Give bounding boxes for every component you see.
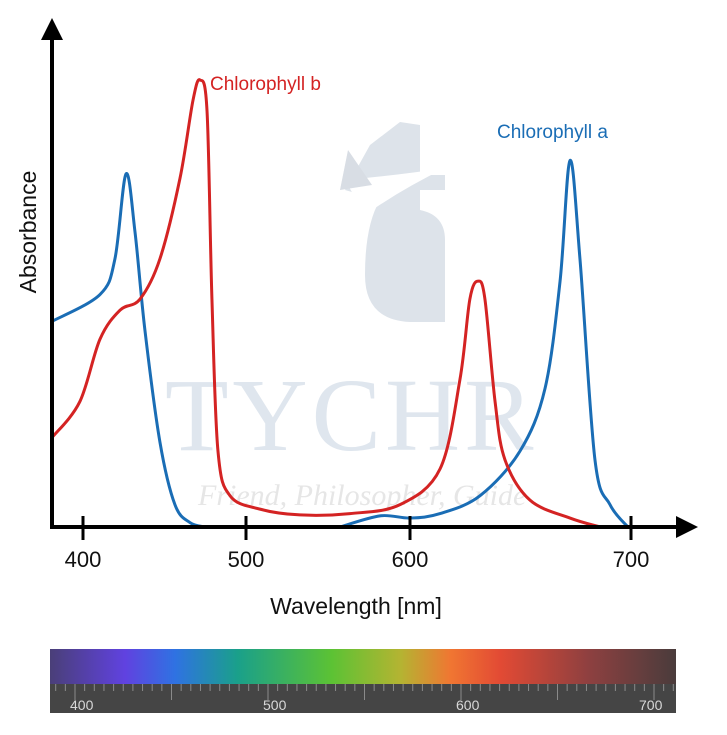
tychr-logo-icon [340, 122, 445, 322]
label-chlorophyll-b: Chlorophyll b [210, 74, 321, 95]
x-tick-label: 700 [613, 547, 650, 572]
spectrum-gradient [50, 649, 676, 684]
x-ticks: 400 500 600 700 [65, 516, 650, 572]
x-tick-label: 500 [228, 547, 265, 572]
spectrum-tick-label: 700 [639, 697, 663, 713]
x-axis-title: Wavelength [nm] [270, 593, 442, 619]
x-tick-label: 400 [65, 547, 102, 572]
series-lines [50, 78, 630, 529]
visible-spectrum-bar: 400 500 600 700 [50, 649, 676, 713]
label-chlorophyll-a: Chlorophyll a [497, 122, 608, 143]
series-line-chlorophyll-a [339, 158, 630, 529]
x-tick-label: 600 [392, 547, 429, 572]
spectrum-tick-label: 600 [456, 697, 480, 713]
x-axis-arrow-icon [676, 516, 698, 538]
axes [41, 18, 698, 538]
y-axis-arrow-icon [41, 18, 63, 40]
spectrum-tick-label: 500 [263, 697, 287, 713]
series-line-chlorophyll-b [50, 78, 601, 529]
tychr-watermark: TYCHR Friend, Philosopher, Guide [165, 122, 537, 512]
spectrum-tick-label: 400 [70, 697, 94, 713]
series-line-chlorophyll-a [51, 172, 206, 529]
spectrum-ticks: 400 500 600 700 [55, 684, 674, 713]
y-axis-title: Absorbance [15, 171, 41, 294]
watermark-name: TYCHR [165, 358, 537, 473]
